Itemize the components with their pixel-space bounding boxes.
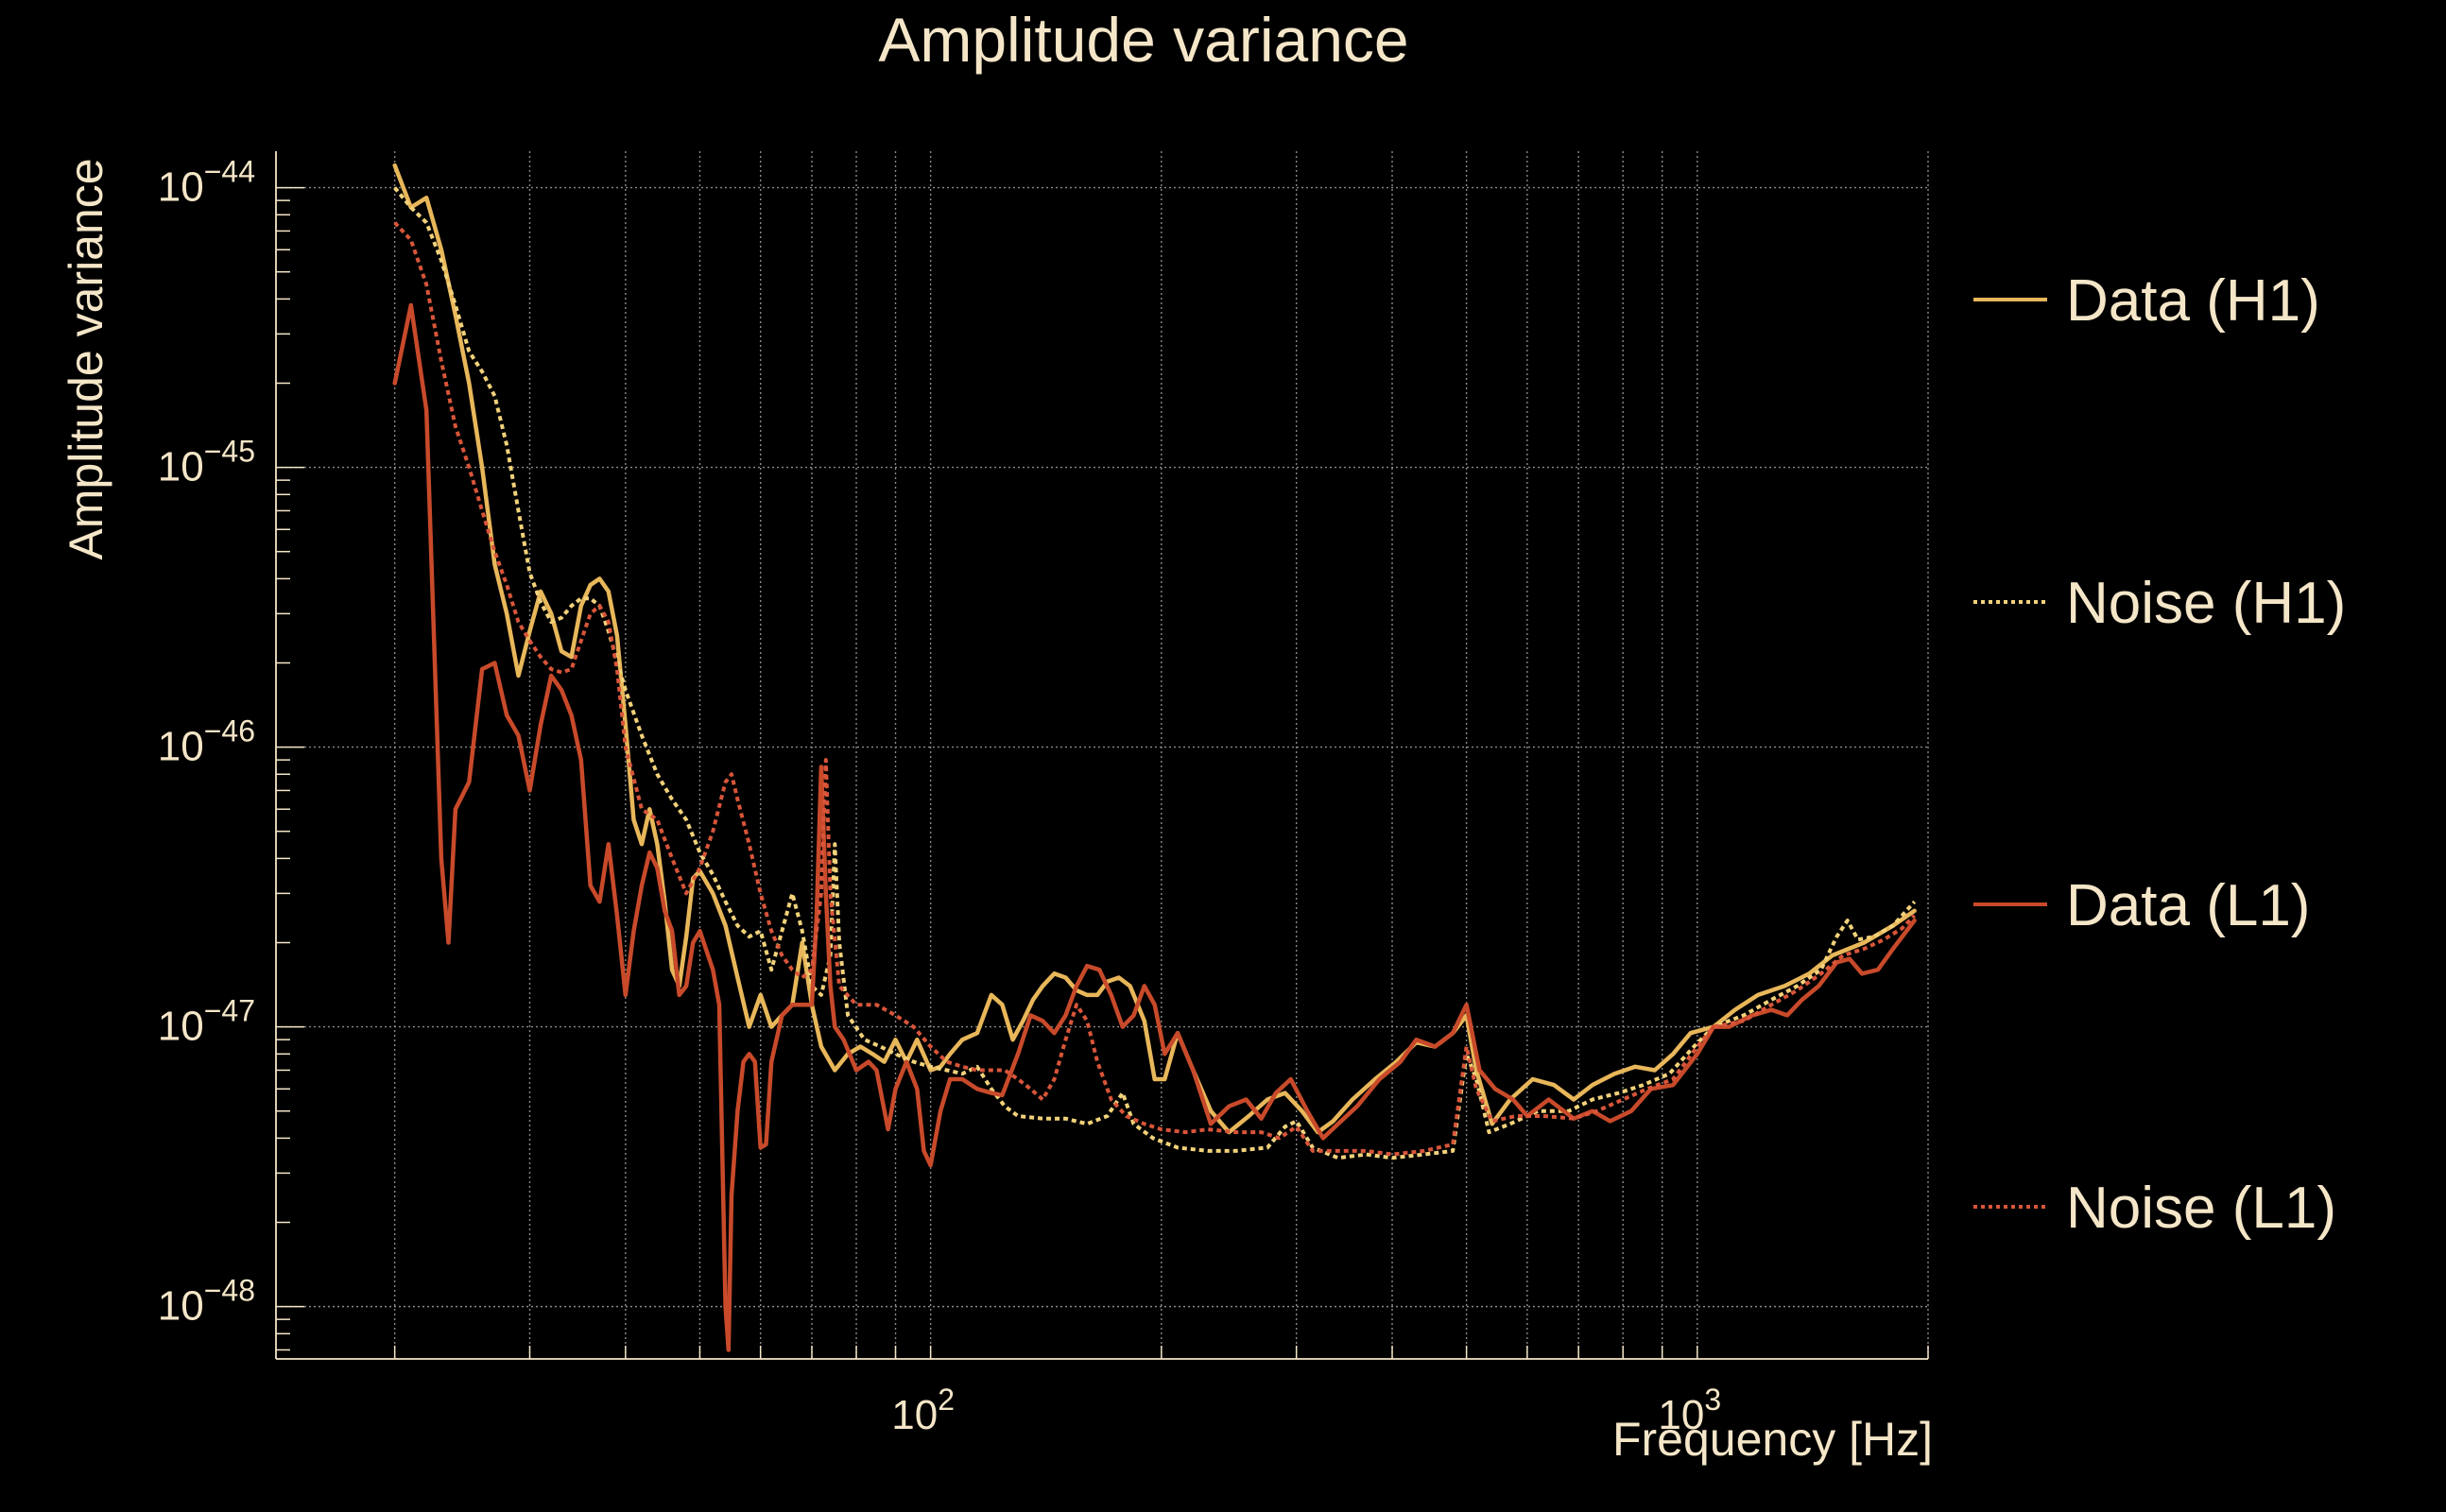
axes: [275, 151, 1928, 1360]
x-axis-label: Frequency [Hz]: [1612, 1413, 1933, 1466]
y-tick-label: 10−48: [158, 1274, 255, 1330]
series-line-data-l1: [392, 302, 1917, 1352]
legend-label-data-l1: Data (L1): [2066, 873, 2310, 938]
series-line-data-h1: [392, 163, 1917, 1135]
y-tick-label-exponent: −46: [204, 714, 255, 748]
legend: Data (H1) Noise (H1) Data (L1) Noise (L1): [1973, 268, 2346, 1241]
y-tick-label-base: 10: [158, 724, 204, 770]
x-tick-label-base: 10: [891, 1392, 938, 1438]
y-tick-label: 10−46: [158, 714, 255, 770]
y-axis-label: Amplitude variance: [60, 158, 112, 559]
chart-title: Amplitude variance: [878, 5, 1408, 75]
y-tick-label-exponent: −45: [204, 435, 255, 469]
x-tick-label-exponent: 2: [938, 1383, 955, 1417]
minor-ticks: [276, 186, 1929, 1359]
y-tick-label-base: 10: [158, 444, 204, 490]
series-line-noise-h1: [393, 186, 1917, 1160]
series-lines: [392, 163, 1917, 1352]
y-tick-label-exponent: −48: [204, 1274, 255, 1308]
y-tick-label-base: 10: [158, 1283, 204, 1330]
x-tick-label: 103: [1658, 1383, 1721, 1438]
y-tick-label: 10−44: [158, 155, 255, 211]
x-tick-label-exponent: 3: [1704, 1383, 1721, 1417]
series-line-noise-l1: [393, 221, 1917, 1157]
legend-label-data-h1: Data (H1): [2066, 268, 2320, 334]
y-tick-label: 10−45: [158, 435, 255, 490]
y-tick-label-base: 10: [158, 164, 204, 211]
legend-label-noise-h1: Noise (H1): [2066, 571, 2346, 636]
x-tick-label-base: 10: [1658, 1392, 1704, 1438]
grid-lines: [276, 151, 1929, 1359]
legend-label-noise-l1: Noise (L1): [2066, 1176, 2336, 1241]
y-tick-label-exponent: −44: [204, 155, 255, 189]
x-tick-label: 102: [891, 1383, 955, 1438]
y-tick-label-base: 10: [158, 1004, 204, 1050]
y-tick-label-exponent: −47: [204, 994, 255, 1028]
y-tick-label: 10−47: [158, 994, 255, 1050]
